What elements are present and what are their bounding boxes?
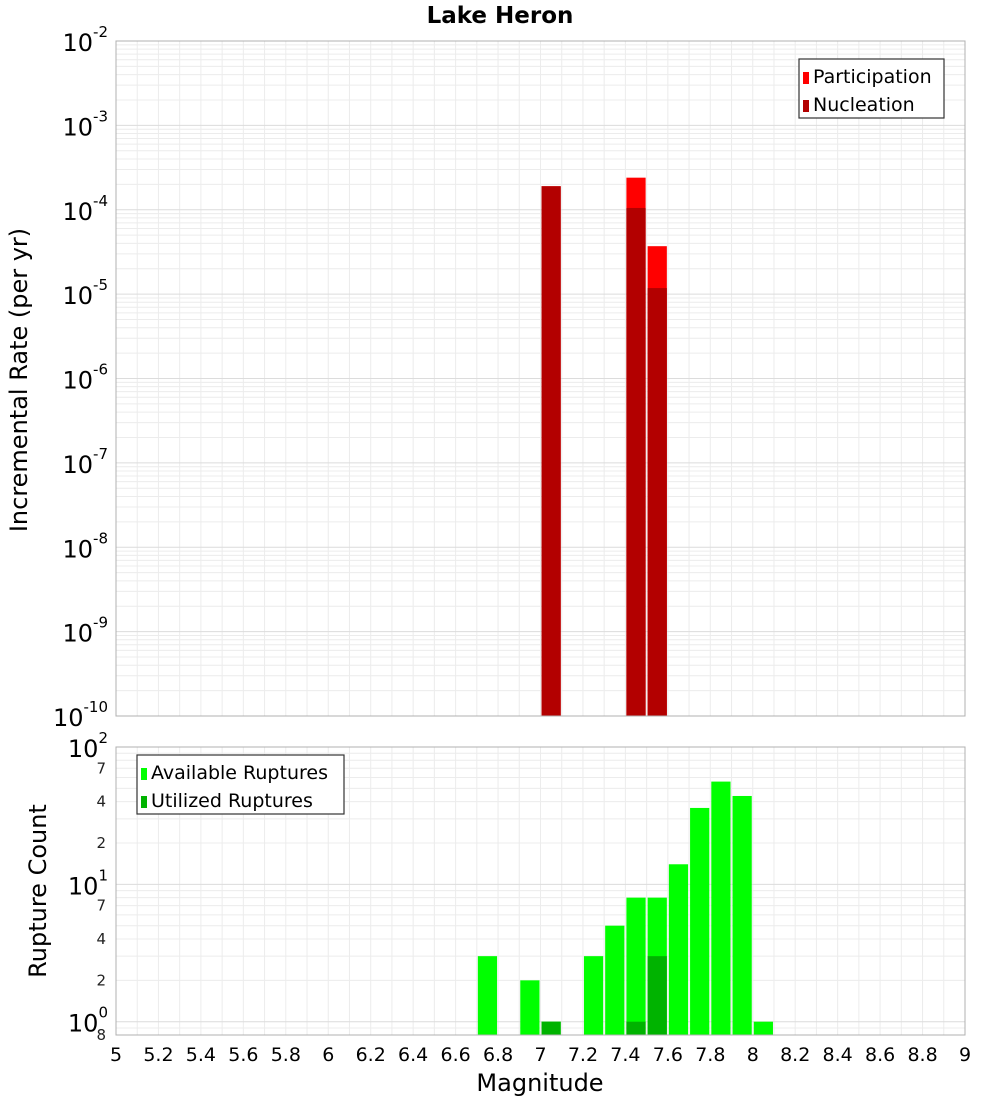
legend: Participation Nucleation	[798, 58, 945, 119]
y-tick-label: 102	[68, 729, 108, 763]
y-minor-tick-label: 7	[96, 759, 106, 777]
bar	[626, 1021, 646, 1035]
y-tick-label: 10-7	[62, 445, 108, 479]
legend-frame	[798, 58, 945, 119]
bar	[541, 186, 561, 716]
x-tick-label: 8.8	[907, 1044, 937, 1066]
x-tick-label: 5.4	[186, 1044, 216, 1066]
legend-swatch	[803, 100, 809, 112]
bar	[520, 980, 540, 1035]
legend-label: Utilized Ruptures	[151, 790, 313, 812]
bar	[753, 1021, 773, 1035]
x-axis-label: Magnitude	[476, 1069, 603, 1097]
top-plot: 10-2 10-3 10-4 10-5 10-6 10-7 10-8 10-9 10-10 Par…	[53, 23, 966, 732]
legend-swatch	[803, 72, 809, 84]
y-tick-label: 10-9	[62, 614, 108, 648]
x-tick-label: 8.6	[865, 1044, 895, 1066]
x-tick-label: 6	[322, 1044, 334, 1066]
legend-label: Available Ruptures	[151, 762, 328, 784]
legend-swatch	[141, 796, 147, 808]
y-minor-tick-label: 8	[96, 1026, 106, 1044]
legend-swatch	[141, 768, 147, 780]
bar	[477, 956, 498, 1035]
legend-label: Participation	[813, 66, 932, 88]
x-tick-label: 6.4	[398, 1044, 428, 1066]
grid	[115, 40, 966, 717]
chart-title: Lake Heron	[427, 3, 574, 29]
x-tick-label: 7.4	[610, 1044, 640, 1066]
bar	[583, 956, 604, 1035]
y-tick-label: 10-5	[62, 276, 108, 310]
legend-label: Nucleation	[813, 94, 915, 116]
x-tick-label: 9	[959, 1044, 971, 1066]
bar	[732, 795, 752, 1035]
bar	[668, 864, 689, 1035]
bar	[541, 1021, 561, 1035]
series-available-ruptures	[477, 781, 773, 1035]
y-minor-tick-label: 7	[96, 897, 106, 915]
plot-frame	[115, 40, 966, 717]
y-tick-label: 10-4	[62, 192, 108, 226]
x-tick-label: 8	[747, 1044, 759, 1066]
y-tick-label: 10-2	[62, 23, 108, 57]
x-tick-label: 5.8	[271, 1044, 301, 1066]
y-tick-label: 100	[68, 1004, 108, 1038]
bottom-y-axis-label: Rupture Count	[24, 804, 52, 978]
y-tick-label: 10-10	[53, 698, 108, 732]
x-tick-label: 6.6	[440, 1044, 470, 1066]
x-tick-label: 6.2	[356, 1044, 386, 1066]
x-tick-label: 7.2	[568, 1044, 598, 1066]
bar	[626, 897, 646, 1035]
x-tick-label: 6.8	[483, 1044, 513, 1066]
x-tick-label: 8.2	[780, 1044, 810, 1066]
x-tick-label: 5.6	[228, 1044, 258, 1066]
bar	[605, 925, 625, 1035]
x-tick-label: 7	[534, 1044, 546, 1066]
y-tick-label: 101	[68, 866, 108, 900]
x-tick-label: 5.2	[143, 1044, 173, 1066]
y-minor-tick-label: 2	[96, 834, 106, 852]
legend-frame	[136, 754, 345, 815]
x-tick-label: 5	[110, 1044, 122, 1066]
y-minor-tick-label: 4	[96, 930, 106, 948]
y-minor-tick-label: 4	[96, 793, 106, 811]
y-tick-label: 10-6	[62, 361, 108, 395]
x-tick-label: 8.4	[823, 1044, 853, 1066]
top-y-axis-label: Incremental Rate (per yr)	[5, 228, 33, 532]
bar	[626, 207, 646, 716]
y-tick-label: 10-8	[62, 529, 108, 563]
series-utilized-ruptures	[541, 956, 667, 1035]
bar	[647, 288, 667, 716]
legend: Available Ruptures Utilized Ruptures	[136, 754, 345, 815]
x-tick-label: 7.8	[695, 1044, 725, 1066]
bar	[690, 807, 710, 1035]
y-minor-tick-label: 2	[96, 971, 106, 989]
x-tick-label: 7.6	[653, 1044, 683, 1066]
bar	[647, 956, 667, 1035]
series-nucleation	[541, 186, 667, 716]
plot-frame	[115, 746, 966, 1036]
y-tick-label: 10-3	[62, 107, 108, 141]
bar	[711, 781, 731, 1035]
